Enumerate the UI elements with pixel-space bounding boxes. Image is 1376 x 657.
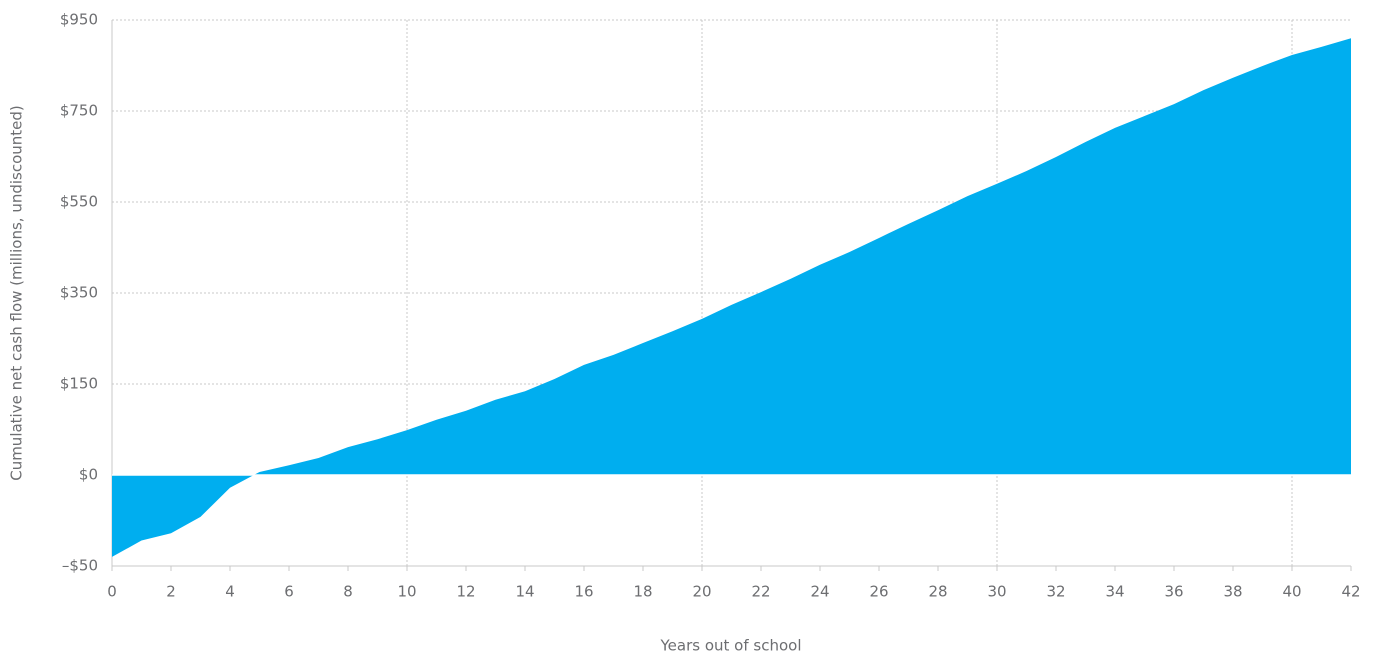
x-tick-label: 40	[1282, 583, 1301, 601]
x-tick-label: 38	[1223, 583, 1242, 601]
y-tick-label: $550	[60, 193, 98, 211]
x-tick-label: 42	[1341, 583, 1360, 601]
x-tick-label: 30	[987, 583, 1006, 601]
x-tick-label: 24	[810, 583, 829, 601]
y-tick-label: $750	[60, 102, 98, 120]
x-tick-label: 4	[225, 583, 235, 601]
x-tick-label: 8	[343, 583, 353, 601]
x-tick-label: 0	[107, 583, 117, 601]
area	[112, 38, 1351, 557]
y-tick-label: $350	[60, 284, 98, 302]
y-tick-label: $0	[79, 466, 98, 484]
x-tick-label: 36	[1164, 583, 1183, 601]
x-tick-label: 12	[456, 583, 475, 601]
x-tick-label: 2	[166, 583, 176, 601]
y-tick-label: $150	[60, 375, 98, 393]
x-tick-label: 28	[928, 583, 947, 601]
y-tick-label: –$50	[62, 557, 98, 575]
x-tick-label: 20	[692, 583, 711, 601]
x-tick-label: 32	[1046, 583, 1065, 601]
x-tick-label: 10	[397, 583, 416, 601]
x-tick-label: 26	[869, 583, 888, 601]
x-tick-label: 18	[633, 583, 652, 601]
x-axis-label: Years out of school	[660, 637, 802, 655]
x-tick-label: 14	[515, 583, 534, 601]
y-axis-label: Cumulative net cash flow (millions, undi…	[8, 105, 26, 481]
x-tick-label: 16	[574, 583, 593, 601]
y-tick-label: $950	[60, 11, 98, 29]
x-tick-label: 6	[284, 583, 294, 601]
x-tick-label: 22	[751, 583, 770, 601]
x-tick-label: 34	[1105, 583, 1124, 601]
